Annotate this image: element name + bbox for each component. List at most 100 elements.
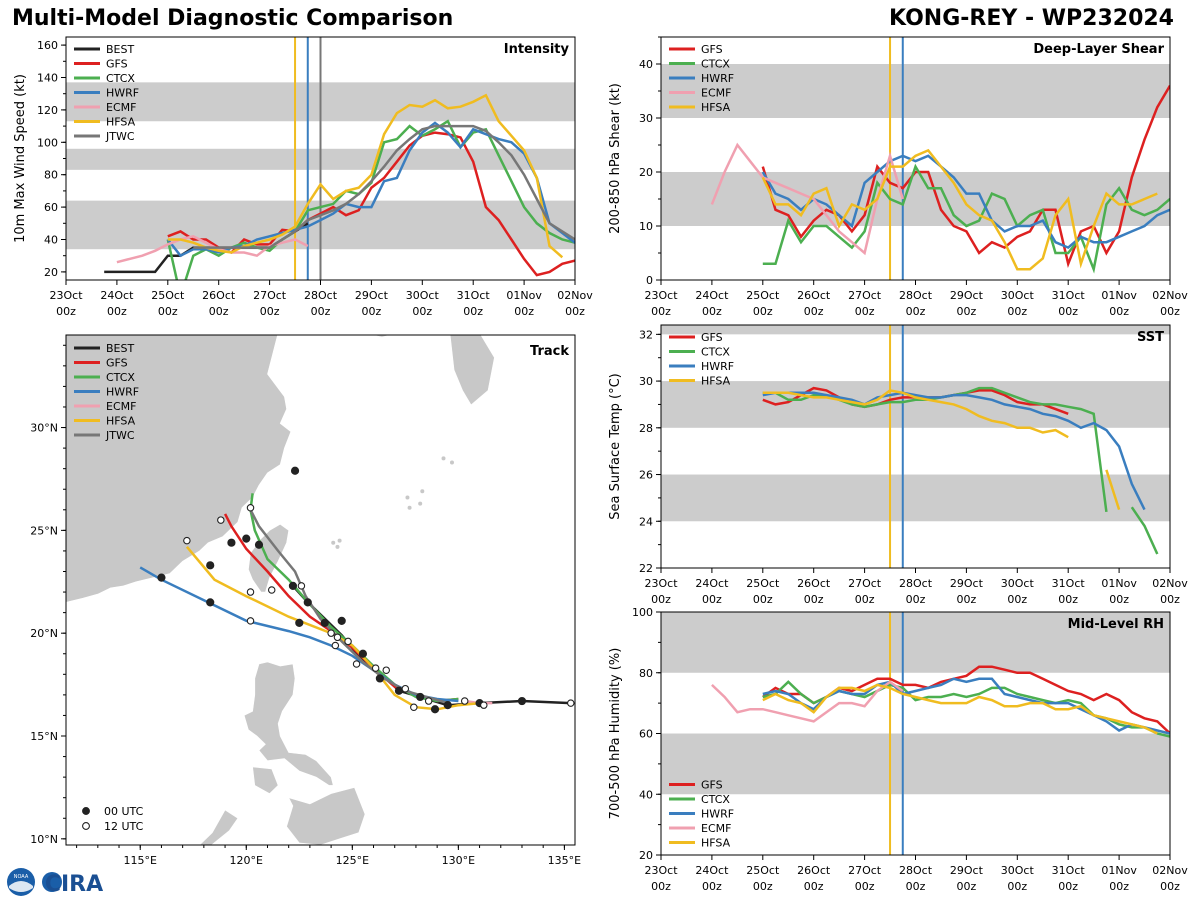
track-marker-00utc xyxy=(295,618,304,628)
track-frame xyxy=(65,334,576,846)
rh-xtick-day: 27Oct xyxy=(848,864,882,877)
shear-band-0 xyxy=(661,172,1170,226)
sst-series-hwrf xyxy=(762,391,1146,511)
intensity-series-hfsa xyxy=(167,93,564,259)
track-marker-00utc xyxy=(416,692,425,702)
track-marker-12utc xyxy=(217,516,225,524)
intensity-xtick-day: 31Oct xyxy=(457,289,491,302)
shear-xtick-day: 01Nov xyxy=(1101,289,1137,302)
shear-xtick-day: 02Nov xyxy=(1152,289,1188,302)
sst-ytick-label: 28 xyxy=(639,422,653,435)
intensity-xtick-hour: 00z xyxy=(565,305,585,318)
sst-xtick-day: 28Oct xyxy=(899,577,933,590)
shear-band-1 xyxy=(661,64,1170,118)
track-marker-12utc xyxy=(246,503,255,512)
rh-xtick-hour: 00z xyxy=(1160,880,1180,893)
cira-logo-icon: NOAA CIRA xyxy=(7,868,103,897)
shear-series-gfs xyxy=(761,84,1170,268)
track-marker-12utc xyxy=(333,633,342,642)
track-marker-00utc xyxy=(303,598,312,607)
intensity-legend-label-hfsa: HFSA xyxy=(106,116,136,129)
intensity-xtick-day: 01Nov xyxy=(506,289,542,302)
rh-xtick-hour: 00z xyxy=(906,880,926,893)
sst-xtick-hour: 00z xyxy=(855,593,875,606)
sst-legend-label-hfsa: HFSA xyxy=(701,375,731,388)
track-marker-00utc xyxy=(290,466,300,475)
shear-xtick-hour: 00z xyxy=(1058,305,1078,318)
track-marker-00utc xyxy=(337,616,346,625)
track-marker-12utc xyxy=(246,617,255,625)
sst-xtick-hour: 00z xyxy=(1160,593,1180,606)
land-china xyxy=(66,335,292,603)
intensity-ytick-label: 160 xyxy=(37,39,58,52)
track-legend-label-hwrf: HWRF xyxy=(106,386,139,399)
shear-xtick-day: 26Oct xyxy=(797,289,831,302)
shear-ytick-label: 30 xyxy=(639,112,653,125)
rh-ytick-label: 60 xyxy=(639,728,653,741)
track-marker-legend-symbol xyxy=(82,822,90,830)
sst-xtick-day: 29Oct xyxy=(950,577,984,590)
land-islet xyxy=(407,505,412,510)
track-marker-12utc xyxy=(267,586,276,594)
rh-xtick-day: 02Nov xyxy=(1152,864,1188,877)
track-marker-12utc xyxy=(344,637,352,646)
shear-legend-label-hfsa: HFSA xyxy=(701,101,731,114)
land-islet xyxy=(418,501,423,506)
rh-series-ecmf xyxy=(711,680,904,723)
sst-xtick-day: 31Oct xyxy=(1052,577,1086,590)
rh-xtick-day: 01Nov xyxy=(1101,864,1137,877)
sst-ytick-label: 22 xyxy=(639,562,653,575)
track-ytick-label: 20°N xyxy=(30,627,58,640)
track-marker-12utc xyxy=(460,697,469,705)
sst-legend-label-hwrf: HWRF xyxy=(701,360,734,373)
track-marker-12utc xyxy=(352,660,361,668)
intensity-xtick-hour: 00z xyxy=(107,305,127,318)
sst-xtick-hour: 00z xyxy=(1007,593,1027,606)
sst-xtick-hour: 00z xyxy=(1058,593,1078,606)
shear-series-ctcx xyxy=(762,163,1170,274)
track-marker-00utc xyxy=(394,686,404,695)
shear-xtick-hour: 00z xyxy=(702,305,722,318)
shear-xtick-hour: 00z xyxy=(651,305,671,318)
rh-xtick-day: 28Oct xyxy=(899,864,933,877)
sst-xtick-day: 26Oct xyxy=(797,577,831,590)
land-kyushu xyxy=(449,335,495,406)
shear-xtick-day: 29Oct xyxy=(950,289,984,302)
sst-series-hfsa-segment xyxy=(1105,469,1121,510)
shear-series-ecmf xyxy=(710,142,904,256)
rh-legend-label-hwrf: HWRF xyxy=(701,808,734,821)
track-marker-12utc xyxy=(382,666,390,674)
intensity-series-jtwc xyxy=(193,124,575,249)
track-marker-00utc xyxy=(430,705,440,714)
track-legend-label-hfsa: HFSA xyxy=(106,415,136,428)
sst-series-hfsa xyxy=(762,389,1069,439)
track-marker-12utc xyxy=(480,701,488,709)
rh-xtick-day: 25Oct xyxy=(746,864,780,877)
track-ytick-label: 10°N xyxy=(30,833,58,846)
sst-band-1 xyxy=(661,381,1170,428)
land-islet xyxy=(335,544,340,549)
track-title: Track xyxy=(530,344,569,359)
intensity-xtick-hour: 00z xyxy=(463,305,483,318)
rh-xtick-hour: 00z xyxy=(753,880,773,893)
land-islet xyxy=(337,538,342,543)
rh-band-1 xyxy=(661,612,1170,673)
sst-legend-label-ctcx: CTCX xyxy=(701,346,730,359)
sst-series-ctcx-segment xyxy=(1130,506,1159,555)
track-marker-12utc xyxy=(410,703,418,711)
sst-ytick-label: 32 xyxy=(639,328,653,341)
shear-series-hwrf xyxy=(761,154,1170,250)
intensity-xtick-day: 25Oct xyxy=(151,289,185,302)
sst-xtick-day: 01Nov xyxy=(1101,577,1137,590)
track-marker-00utc xyxy=(375,674,384,683)
sst-xtick-day: 02Nov xyxy=(1152,577,1188,590)
track-marker-00utc xyxy=(288,581,298,590)
rh-legend-label-ecmf: ECMF xyxy=(701,822,731,835)
shear-ytick-label: 40 xyxy=(639,58,653,71)
track-land xyxy=(66,335,495,845)
sst-xtick-day: 23Oct xyxy=(644,577,678,590)
track-marker-00utc xyxy=(320,618,329,628)
sst-xtick-hour: 00z xyxy=(651,593,671,606)
intensity-xtick-hour: 00z xyxy=(311,305,331,318)
shear-xtick-hour: 00z xyxy=(1007,305,1027,318)
